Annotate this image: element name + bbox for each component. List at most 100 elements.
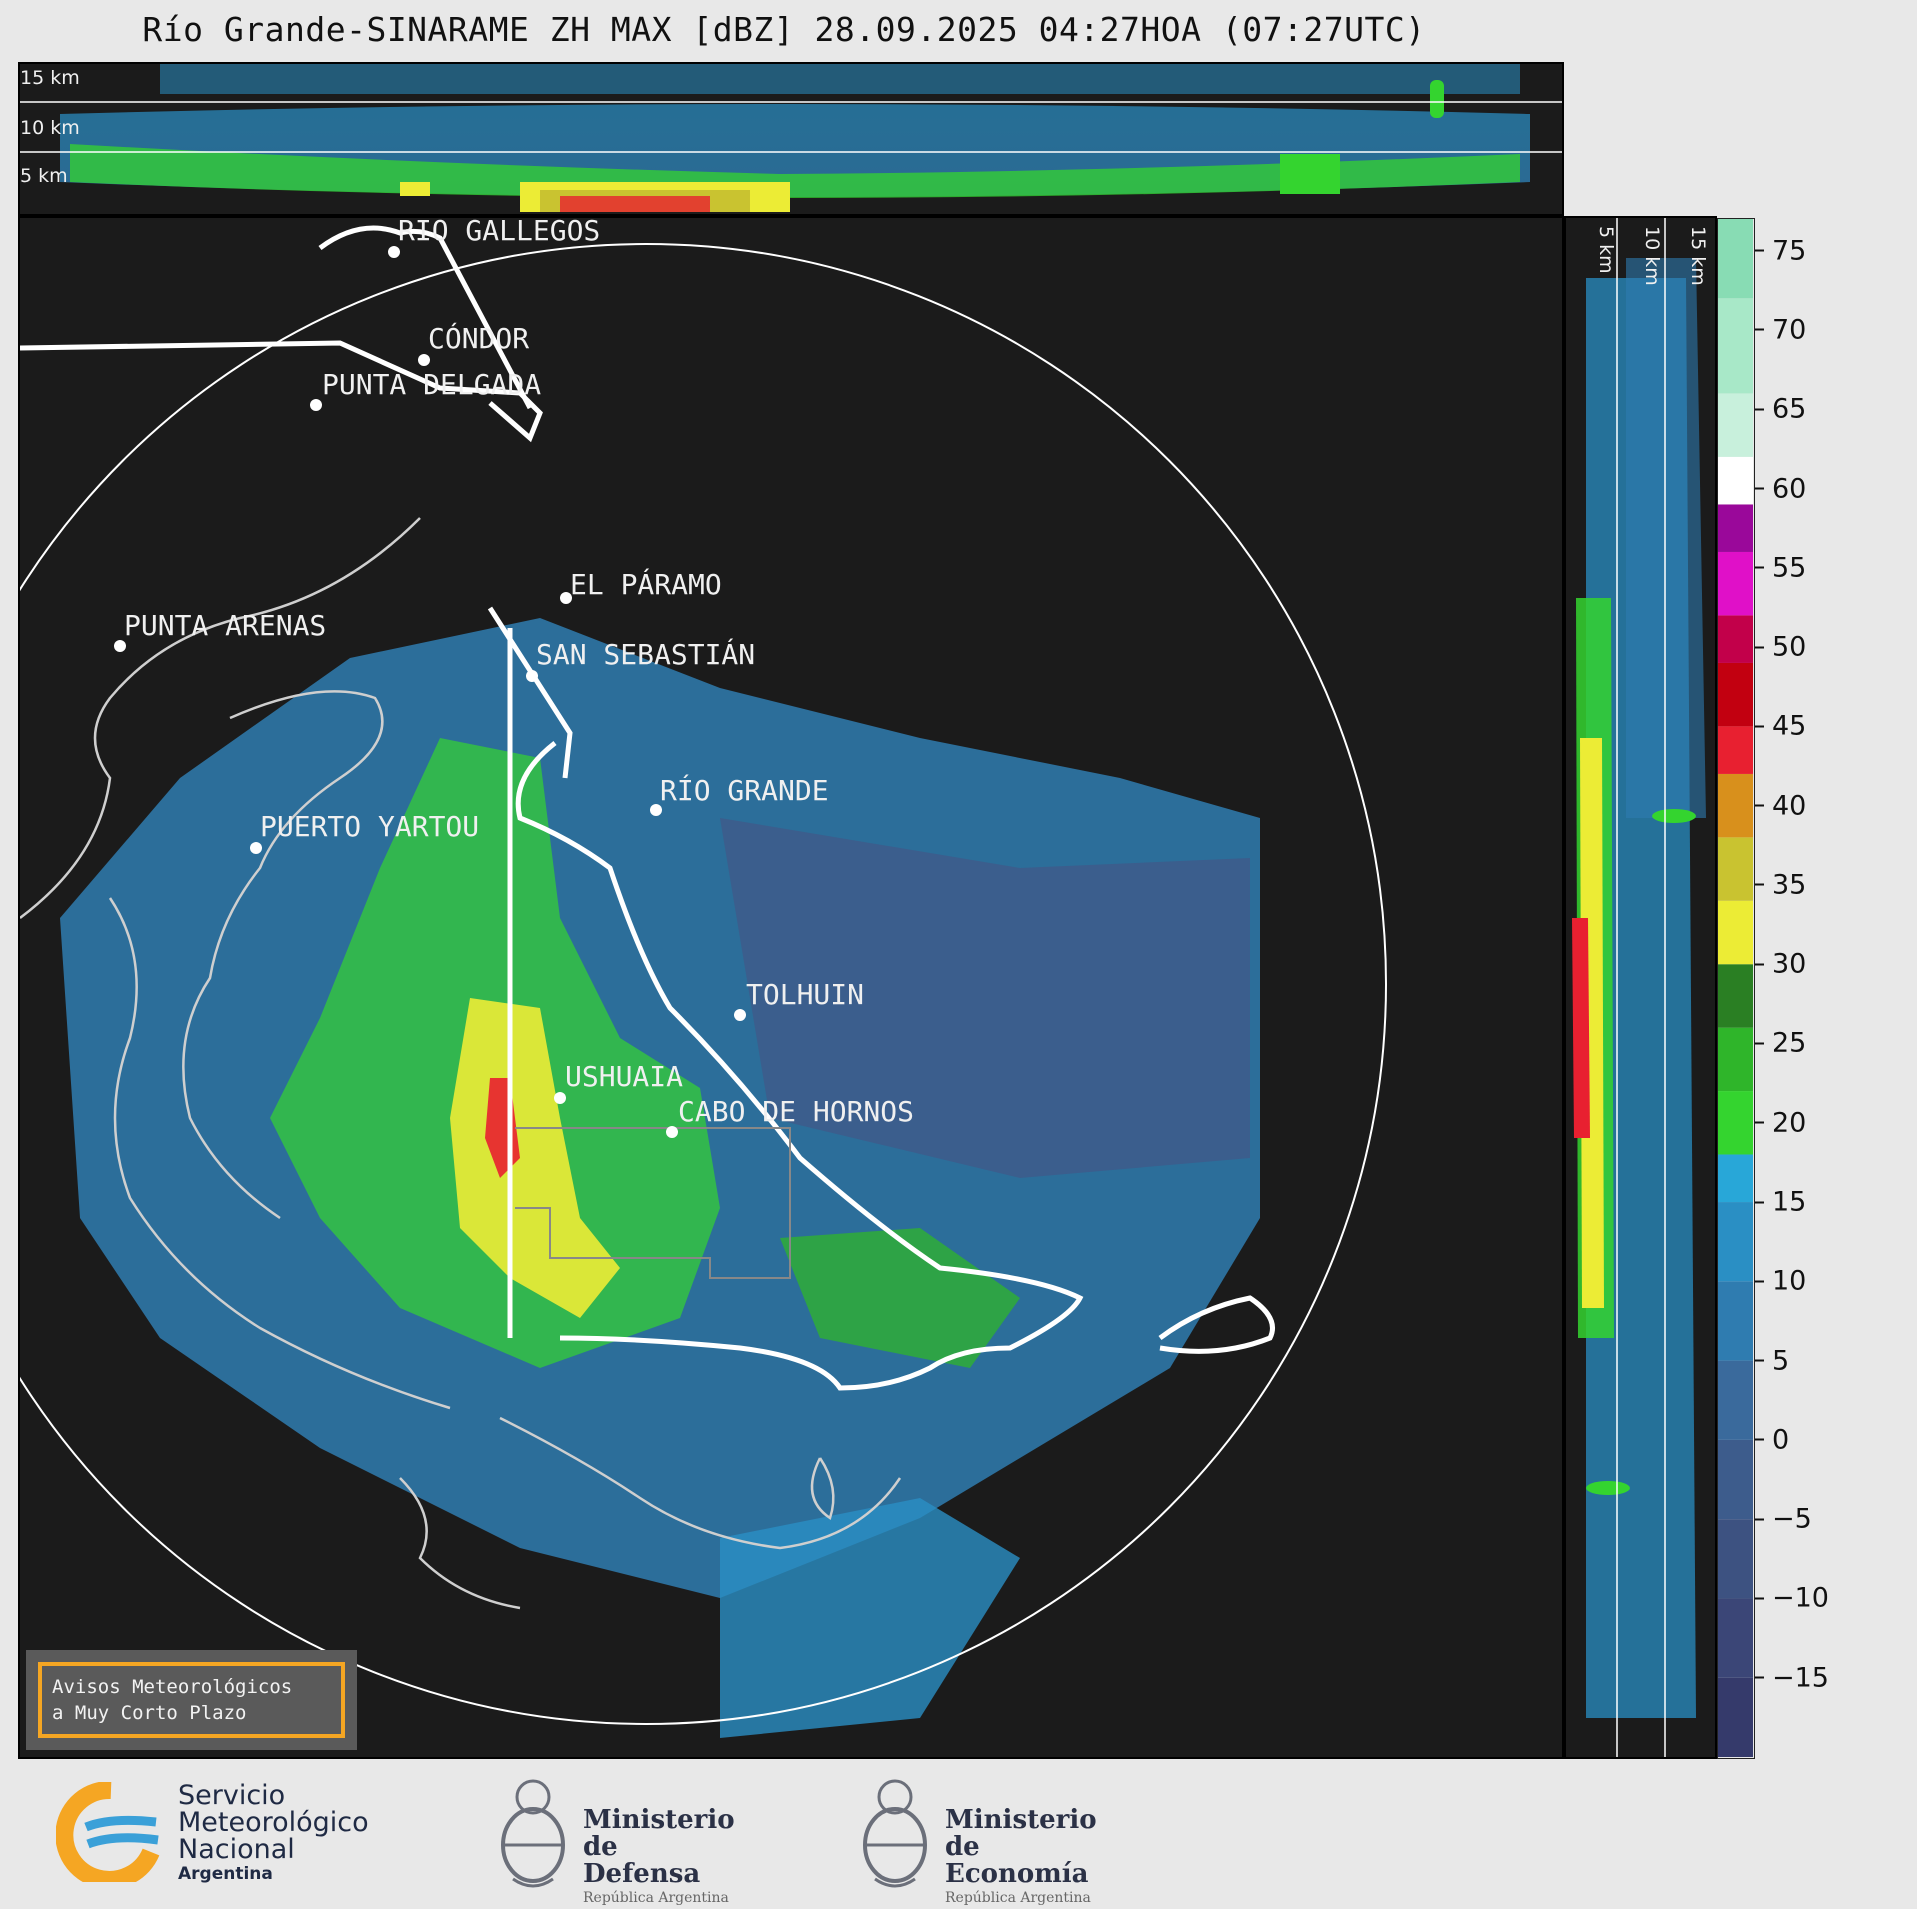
colorbar-tick-label: 30 bbox=[1772, 948, 1807, 980]
colorbar-tick: 5 bbox=[1755, 1345, 1789, 1376]
city-dot-puerto-yartou bbox=[250, 842, 262, 854]
city-label-ushuaia: USHUAIA bbox=[565, 1060, 683, 1093]
colorbar-segment bbox=[1718, 615, 1753, 663]
colorbar-segment bbox=[1718, 900, 1753, 965]
colorbar-segment bbox=[1718, 1677, 1753, 1757]
colorbar-segment bbox=[1718, 504, 1753, 552]
city-markers bbox=[114, 246, 746, 1138]
colorbar-tick: 40 bbox=[1755, 790, 1806, 821]
city-label-cabo-de-hornos: CABO DE HORNOS bbox=[678, 1095, 914, 1128]
colorbar-tick: 75 bbox=[1755, 235, 1806, 266]
colorbar-segment bbox=[1718, 393, 1753, 457]
warning-box[interactable]: Avisos Meteorológicos a Muy Corto Plazo bbox=[26, 1650, 357, 1750]
colorbar-segment bbox=[1718, 1027, 1753, 1092]
smn-emblem-icon bbox=[55, 1780, 160, 1889]
city-dot-punta-delgada bbox=[310, 399, 322, 411]
colorbar-segment bbox=[1718, 662, 1753, 727]
city-label-puerto-yartou: PUERTO YARTOU bbox=[260, 810, 479, 843]
colorbar-tick: 35 bbox=[1755, 869, 1806, 900]
colorbar-segment bbox=[1718, 219, 1753, 299]
colorbar bbox=[1717, 218, 1755, 1759]
city-label-tolhuin: TOLHUIN bbox=[746, 978, 864, 1011]
coastlines bbox=[20, 517, 902, 1610]
side-xsec-10km-label: 10 km bbox=[1641, 226, 1663, 286]
city-label-condor: CÓNDOR bbox=[428, 321, 529, 355]
smn-logo: Servicio Meteorológico Nacional Argentin… bbox=[55, 1780, 369, 1889]
colorbar-segment bbox=[1718, 456, 1753, 505]
smn-line2: Meteorológico bbox=[178, 1807, 369, 1838]
colorbar-tick: 10 bbox=[1755, 1266, 1806, 1297]
city-dot-condor bbox=[418, 354, 430, 366]
city-dot-el-paramo bbox=[560, 592, 572, 604]
colorbar-tick-label: 20 bbox=[1772, 1107, 1807, 1139]
colorbar-tick: 30 bbox=[1755, 949, 1806, 980]
colorbar-tick-label: 55 bbox=[1772, 552, 1807, 584]
colorbar-tick-label: −10 bbox=[1772, 1582, 1829, 1614]
chart-title: Río Grande-SINARAME ZH MAX [dBZ] 28.09.2… bbox=[142, 10, 1426, 49]
city-dot-san-sebastian bbox=[526, 670, 538, 682]
top-xsec-10km-label: 10 km bbox=[20, 117, 80, 139]
colorbar-ticks: 75 70 65 60 55 50 45 40 35 30 25 20 15 10 5 0 −5 −10 −15 bbox=[1755, 218, 1855, 1759]
colorbar-tick-label: 65 bbox=[1772, 393, 1807, 425]
colorbar-tick: 20 bbox=[1755, 1107, 1806, 1138]
colorbar-tick: 25 bbox=[1755, 1028, 1806, 1059]
colorbar-tick-label: 10 bbox=[1772, 1265, 1807, 1297]
colorbar-tick-label: 60 bbox=[1772, 473, 1807, 505]
smn-line3: Nacional bbox=[178, 1834, 295, 1865]
city-label-rio-gallegos: RÍO GALLEGOS bbox=[398, 218, 600, 247]
colorbar-tick-label: 45 bbox=[1772, 710, 1807, 742]
city-dot-rio-grande bbox=[650, 804, 662, 816]
colorbar-tick-label: −15 bbox=[1772, 1662, 1829, 1694]
colorbar-tick: −15 bbox=[1755, 1662, 1829, 1693]
colorbar-tick-label: 5 bbox=[1772, 1345, 1790, 1377]
range-ring bbox=[20, 243, 1387, 1725]
colorbar-tick-label: 0 bbox=[1772, 1424, 1790, 1456]
radar-ppi-map: RÍO GALLEGOS CÓNDOR PUNTA DELGADA PUNTA … bbox=[18, 216, 1564, 1759]
coat-of-arms-icon bbox=[863, 1779, 927, 1888]
colorbar-segment bbox=[1718, 298, 1753, 394]
city-dot-ushuaia bbox=[554, 1092, 566, 1104]
top-xsec-5km-label: 5 km bbox=[20, 165, 68, 187]
colorbar-tick-label: 35 bbox=[1772, 869, 1807, 901]
city-dot-rio-gallegos bbox=[388, 246, 400, 258]
echo-field-south bbox=[720, 1498, 1020, 1738]
colorbar-segment bbox=[1718, 1091, 1753, 1155]
side-xsec-15km-label: 15 km bbox=[1687, 226, 1709, 286]
colorbar-segment bbox=[1718, 726, 1753, 774]
city-label-el-paramo: EL PÁRAMO bbox=[570, 567, 722, 601]
colorbar-tick-label: 15 bbox=[1772, 1186, 1807, 1218]
colorbar-tick: 0 bbox=[1755, 1424, 1789, 1455]
smn-line1: Servicio bbox=[178, 1780, 286, 1811]
colorbar-tick: −10 bbox=[1755, 1583, 1829, 1614]
boundaries bbox=[20, 225, 1275, 1391]
colorbar-tick-label: 40 bbox=[1772, 790, 1807, 822]
city-label-punta-delgada: PUNTA DELGADA bbox=[322, 368, 541, 401]
colorbar-tick: 70 bbox=[1755, 314, 1806, 345]
colorbar-segment bbox=[1718, 1281, 1753, 1361]
top-xsec-15km-label: 15 km bbox=[20, 67, 80, 89]
colorbar-segment bbox=[1718, 1598, 1753, 1678]
economia-line1: Ministerio bbox=[945, 1805, 1097, 1835]
city-dot-tolhuin bbox=[734, 1009, 746, 1021]
colorbar-segment bbox=[1718, 551, 1753, 616]
colorbar-segment bbox=[1718, 1439, 1753, 1520]
colorbar-tick-label: 50 bbox=[1772, 631, 1807, 663]
colorbar-tick-label: −5 bbox=[1772, 1503, 1812, 1535]
echo-green-east bbox=[780, 1228, 1020, 1368]
warning-line1: Avisos Meteorológicos bbox=[52, 1676, 293, 1698]
top-cross-section: 15 km 10 km 5 km bbox=[18, 62, 1564, 216]
colorbar-tick-label: 75 bbox=[1772, 235, 1807, 267]
colorbar-tick-label: 25 bbox=[1772, 1027, 1807, 1059]
colorbar-segment bbox=[1718, 1360, 1753, 1440]
colorbar-tick: 45 bbox=[1755, 711, 1806, 742]
city-dot-punta-arenas bbox=[114, 640, 126, 652]
colorbar-segment bbox=[1718, 1519, 1753, 1599]
colorbar-segment bbox=[1718, 773, 1753, 838]
colorbar-segment bbox=[1718, 1154, 1753, 1203]
colorbar-tick: 60 bbox=[1755, 473, 1806, 504]
defensa-logo: Ministerio de Defensa República Argentin… bbox=[493, 1775, 735, 1906]
economia-line3: República Argentina bbox=[945, 1890, 1091, 1906]
defensa-line3: República Argentina bbox=[583, 1890, 729, 1906]
defensa-line1: Ministerio bbox=[583, 1805, 735, 1835]
city-label-rio-grande: RÍO GRANDE bbox=[660, 773, 829, 807]
